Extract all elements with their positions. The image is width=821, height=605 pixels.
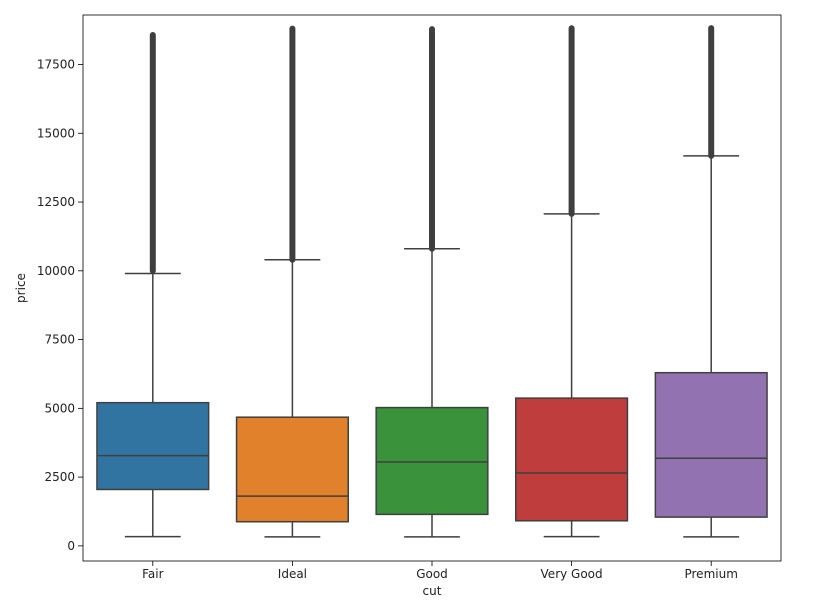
- x-axis-label: cut: [423, 584, 442, 598]
- box-ideal: [235, 25, 349, 538]
- iqr-box: [515, 397, 629, 522]
- iqr-box: [654, 371, 768, 518]
- iqr-box: [96, 401, 210, 491]
- y-tick-label: 17500: [37, 58, 75, 72]
- box-good: [375, 26, 489, 538]
- y-tick-label: 10000: [37, 264, 75, 278]
- iqr-box: [235, 416, 349, 523]
- box-very-good: [515, 25, 629, 538]
- y-tick-label: 7500: [44, 333, 75, 347]
- box-premium: [654, 25, 768, 538]
- plot-frame: [82, 14, 782, 562]
- x-axis: Fair Ideal Good Very Good Premium: [142, 561, 738, 581]
- y-axis: 0 2500 5000 7500 10000 12500 15000 17500: [37, 58, 83, 553]
- x-tick-label: Very Good: [541, 567, 603, 581]
- y-tick-label: 12500: [37, 195, 75, 209]
- y-tick-label: 2500: [44, 470, 75, 484]
- y-axis-label: price: [14, 273, 28, 303]
- boxes: [96, 25, 768, 538]
- x-tick-label: Good: [416, 567, 448, 581]
- box-fair: [96, 31, 210, 538]
- y-tick-label: 0: [67, 539, 75, 553]
- x-tick-label: Fair: [142, 567, 163, 581]
- x-tick-label: Ideal: [278, 567, 307, 581]
- y-tick-label: 5000: [44, 401, 75, 415]
- x-tick-label: Premium: [684, 567, 737, 581]
- y-tick-label: 15000: [37, 126, 75, 140]
- iqr-box: [375, 406, 489, 516]
